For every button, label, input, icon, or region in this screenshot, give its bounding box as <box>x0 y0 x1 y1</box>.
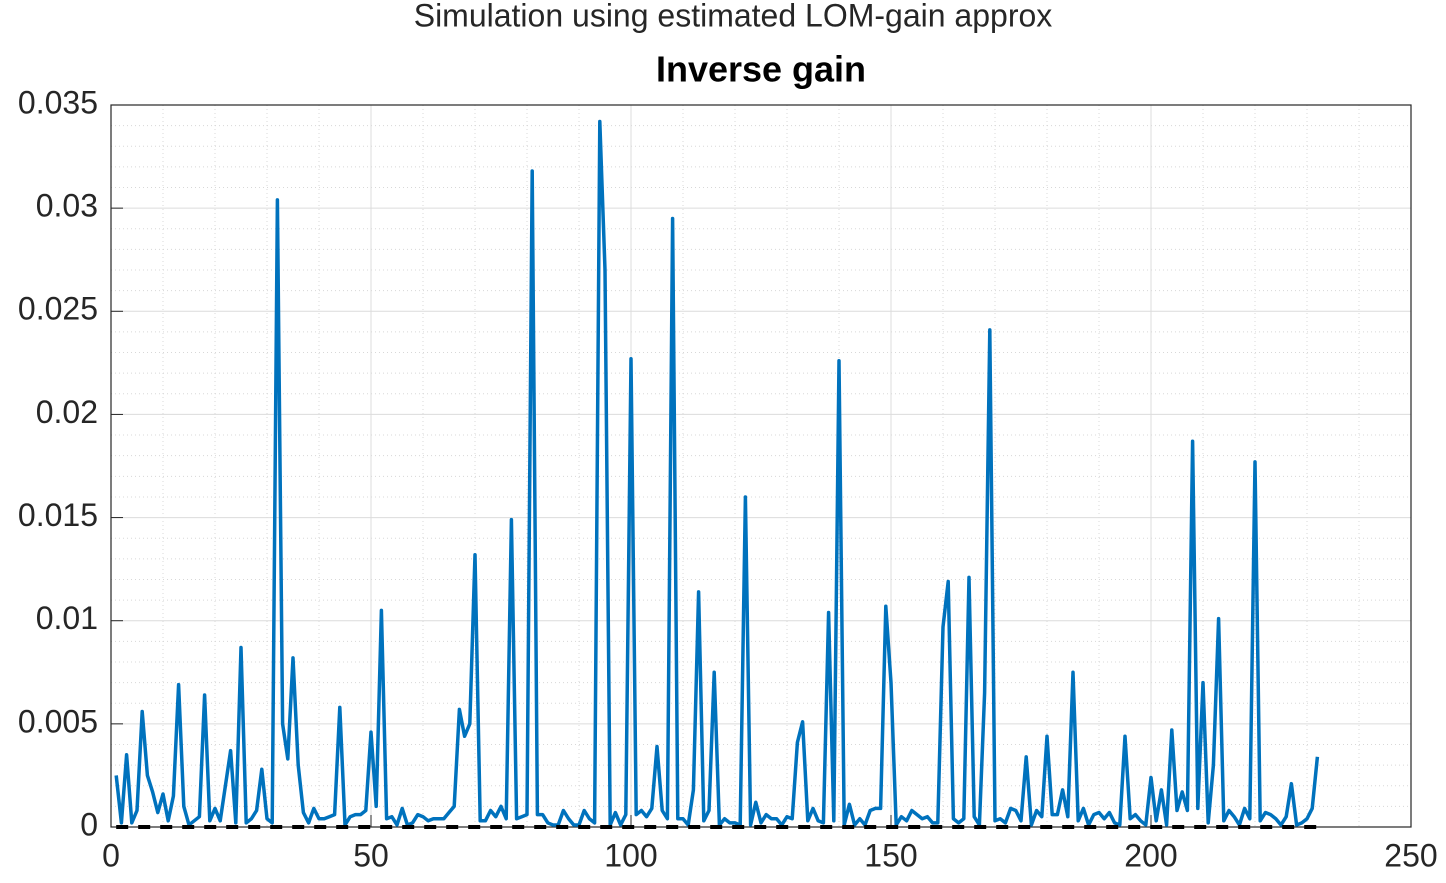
x-tick-label: 50 <box>353 837 389 873</box>
data-line <box>114 119 1320 827</box>
x-tick-label: 150 <box>864 837 917 873</box>
y-tick-label: 0.03 <box>36 188 98 224</box>
x-tick-label: 200 <box>1124 837 1177 873</box>
y-tick-label: 0.015 <box>18 497 98 533</box>
chart-title: Simulation using estimated LOM-gain appr… <box>414 0 1053 33</box>
y-tick-label: 0 <box>80 806 98 842</box>
y-tick-label: 0.01 <box>36 600 98 636</box>
chart-subtitle: Inverse gain <box>656 49 866 90</box>
y-tick-label: 0.025 <box>18 291 98 327</box>
x-tick-label: 0 <box>102 837 120 873</box>
y-tick-label: 0.02 <box>36 394 98 430</box>
y-tick-label: 0.005 <box>18 703 98 739</box>
y-tick-label: 0.035 <box>18 84 98 120</box>
x-tick-label: 250 <box>1384 837 1437 873</box>
x-tick-label: 100 <box>604 837 657 873</box>
